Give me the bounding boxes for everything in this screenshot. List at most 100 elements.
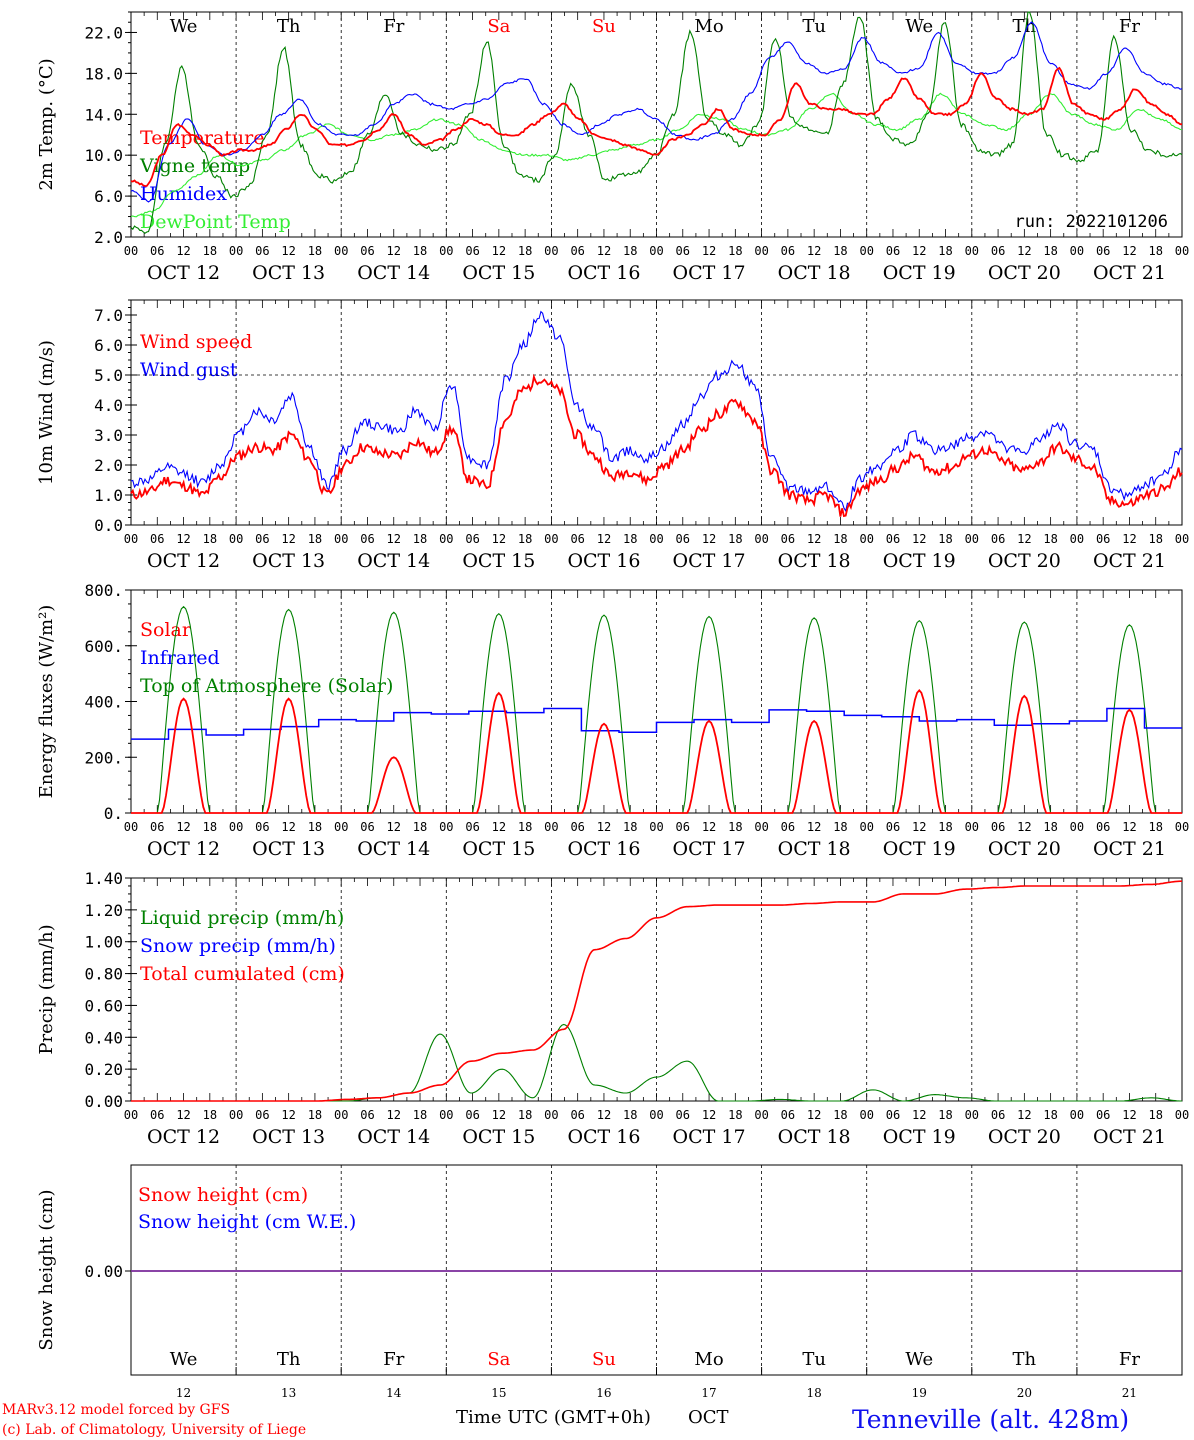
hour-label: 06 — [255, 244, 269, 258]
hour-label: 00 — [124, 820, 138, 834]
date-label: OCT 13 — [252, 550, 325, 572]
hour-label: 18 — [938, 532, 952, 546]
hour-label: 06 — [465, 820, 479, 834]
day-number: 17 — [701, 1386, 716, 1400]
hour-label: 00 — [859, 1108, 873, 1122]
y-tick-label: 6.0 — [94, 336, 123, 355]
hour-label: 00 — [229, 244, 243, 258]
hour-label: 06 — [886, 244, 900, 258]
date-label: OCT 14 — [357, 838, 430, 860]
hour-label: 12 — [387, 244, 401, 258]
day-number: 15 — [491, 1386, 506, 1400]
y-tick-label: 0.40 — [84, 1028, 123, 1047]
hour-label: 06 — [360, 1108, 374, 1122]
hour-label: 12 — [1122, 1108, 1136, 1122]
day-abbr: Fr — [383, 16, 404, 37]
hour-label: 12 — [702, 244, 716, 258]
hour-label: 18 — [833, 532, 847, 546]
hour-label: 06 — [360, 820, 374, 834]
hour-label: 06 — [1096, 1108, 1110, 1122]
date-label: OCT 14 — [357, 1126, 430, 1148]
hour-label: 18 — [308, 820, 322, 834]
date-label: OCT 14 — [357, 262, 430, 284]
date-label: OCT 19 — [883, 1126, 956, 1148]
day-abbr: Su — [592, 16, 616, 37]
day-abbr: Fr — [1119, 16, 1140, 37]
hour-label: 18 — [623, 1108, 637, 1122]
hour-label: 06 — [255, 1108, 269, 1122]
y-tick-label: 0. — [104, 804, 123, 823]
y-tick-label: 800. — [84, 581, 123, 600]
station-title: Tenneville (alt. 428m) — [852, 1405, 1129, 1434]
hour-label: 12 — [387, 820, 401, 834]
day-abbr: We — [905, 16, 933, 37]
series-line-solar — [131, 689, 1182, 814]
hour-label: 06 — [886, 1108, 900, 1122]
hour-label: 06 — [1096, 820, 1110, 834]
hour-label: 00 — [1070, 244, 1084, 258]
hour-label: 06 — [991, 820, 1005, 834]
panel-3: 00 06 12 18 OCT 12 00 06 12 18 OCT 13 00 06 12 18 OCT … — [36, 581, 1189, 860]
y-tick-label: 200. — [84, 748, 123, 767]
date-label: OCT 19 — [883, 550, 956, 572]
hour-label: 00 — [544, 244, 558, 258]
hour-label: 18 — [728, 244, 742, 258]
series-line-wind-speed — [130, 373, 1183, 518]
hour-label: 12 — [597, 820, 611, 834]
hour-label: 12 — [912, 1108, 926, 1122]
day-number: 13 — [281, 1386, 296, 1400]
date-label: OCT 19 — [883, 262, 956, 284]
month-label: OCT — [688, 1407, 729, 1428]
date-label: OCT 21 — [1093, 838, 1166, 860]
hour-label: 18 — [833, 244, 847, 258]
hour-label: 18 — [623, 532, 637, 546]
hour-label: 00 — [965, 820, 979, 834]
hour-label: 06 — [465, 1108, 479, 1122]
hour-label: 00 — [124, 1108, 138, 1122]
hour-label: 12 — [702, 532, 716, 546]
hour-label: 18 — [728, 532, 742, 546]
hour-label: 12 — [176, 1108, 190, 1122]
hour-label: 00 — [649, 532, 663, 546]
hour-label: 06 — [1096, 532, 1110, 546]
date-label: OCT 13 — [252, 1126, 325, 1148]
date-label: OCT 21 — [1093, 262, 1166, 284]
hour-label: 18 — [1148, 1108, 1162, 1122]
date-label: OCT 21 — [1093, 1126, 1166, 1148]
panel-frame — [130, 299, 1183, 526]
hour-label: 12 — [1122, 244, 1136, 258]
hour-label: 12 — [702, 1108, 716, 1122]
date-label: OCT 18 — [778, 1126, 851, 1148]
legend-entry: Wind speed — [140, 331, 252, 353]
y-tick-label: 2.0 — [94, 228, 123, 247]
hour-label: 00 — [1070, 532, 1084, 546]
day-abbr: Tu — [802, 16, 826, 37]
hour-label: 12 — [281, 532, 295, 546]
date-label: OCT 14 — [357, 550, 430, 572]
series-line-dewpoint-temp — [130, 92, 1183, 218]
y-tick-label: 5.0 — [94, 366, 123, 385]
hour-label: 00 — [1175, 1108, 1189, 1122]
y-tick-label: 600. — [84, 637, 123, 656]
hour-label: 18 — [413, 1108, 427, 1122]
y-tick-label: 0.20 — [84, 1060, 123, 1079]
hour-label: 12 — [807, 244, 821, 258]
date-label: OCT 20 — [988, 838, 1061, 860]
hour-label: 00 — [649, 820, 663, 834]
date-label: OCT 20 — [988, 262, 1061, 284]
hour-label: 06 — [150, 532, 164, 546]
hour-label: 00 — [754, 1108, 768, 1122]
hour-label: 00 — [439, 532, 453, 546]
date-label: OCT 16 — [567, 550, 640, 572]
y-tick-label: 22.0 — [84, 23, 123, 42]
date-label: OCT 17 — [673, 550, 746, 572]
hour-label: 18 — [623, 244, 637, 258]
series-line-total-cumulated — [131, 880, 1182, 1102]
hour-label: 18 — [728, 1108, 742, 1122]
day-abbr: Tu — [802, 1349, 826, 1370]
day-abbr: Mo — [694, 1349, 723, 1370]
legend-entry: Humidex — [140, 183, 227, 205]
y-tick-label: 0.80 — [84, 965, 123, 984]
legend-entry: Vigne temp — [139, 155, 250, 177]
hour-label: 06 — [676, 244, 690, 258]
